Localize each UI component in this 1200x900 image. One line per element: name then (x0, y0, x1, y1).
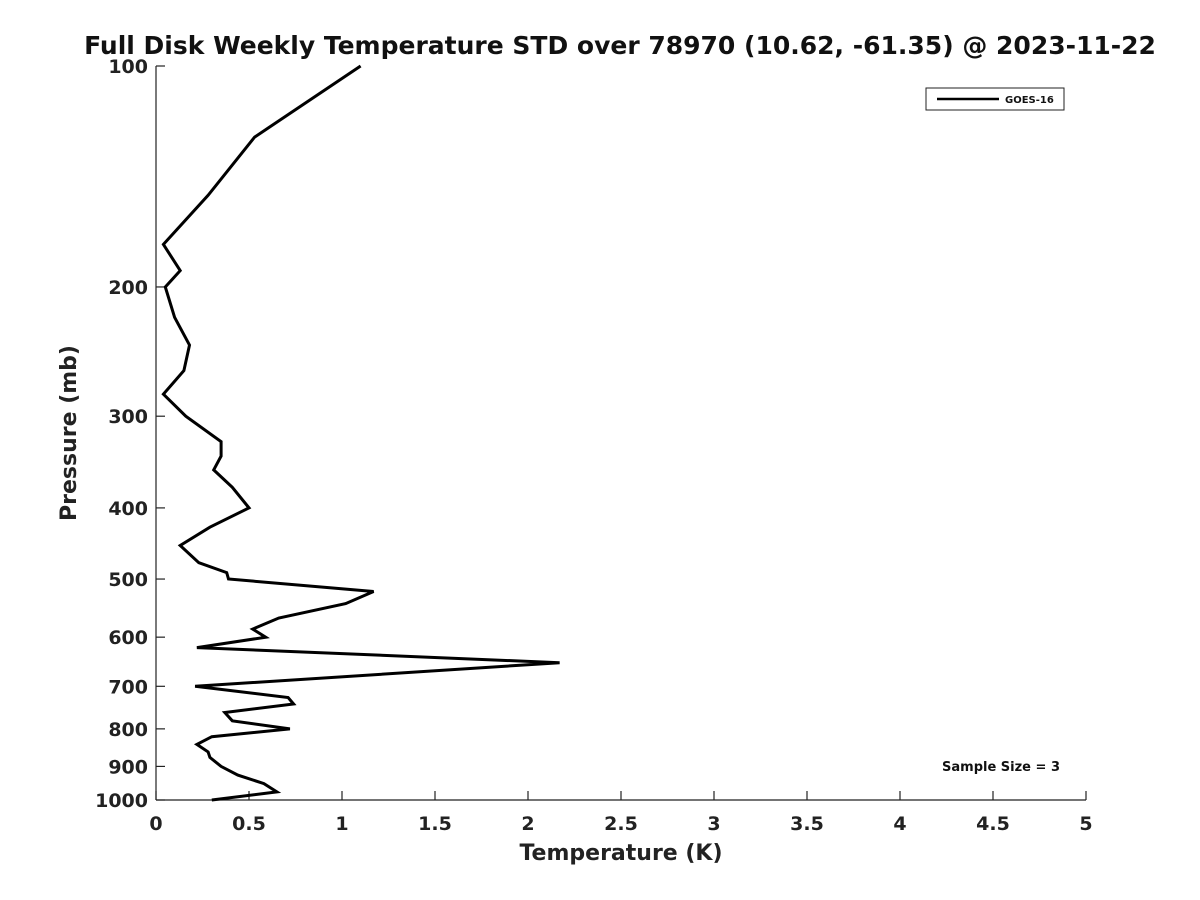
legend: GOES-16 (925, 87, 1065, 111)
y-tick-label: 100 (108, 56, 148, 78)
y-tick-label: 800 (108, 719, 148, 741)
x-tick-label: 5 (1079, 813, 1092, 835)
x-tick-label: 3 (707, 813, 720, 835)
x-tick-label: 4.5 (976, 813, 1010, 835)
x-tick-label: 1 (335, 813, 348, 835)
y-tick-label: 900 (108, 756, 148, 778)
y-tick-label: 500 (108, 569, 148, 591)
x-tick-label: 2 (521, 813, 534, 835)
y-ticks: 100 200 300 400 500 600 700 800 900 1000 (95, 56, 165, 812)
x-tick-label: 1.5 (418, 813, 452, 835)
x-tick-label: 0.5 (232, 813, 266, 835)
y-tick-label: 300 (108, 406, 148, 428)
x-tick-label: 4 (893, 813, 906, 835)
axes (155, 66, 1086, 801)
sample-size-annotation: Sample Size = 3 (942, 760, 1060, 775)
y-tick-label: 600 (108, 627, 148, 649)
x-axis-label: Temperature (K) (519, 841, 722, 866)
y-tick-label: 200 (108, 277, 148, 299)
x-tick-label: 2.5 (604, 813, 638, 835)
legend-label-goes-16: GOES-16 (1005, 95, 1054, 106)
y-tick-label: 1000 (95, 790, 148, 812)
x-ticks: 0 0.5 1 1.5 2 2.5 3 3.5 4 4.5 5 (149, 791, 1093, 835)
y-tick-label: 400 (108, 498, 148, 520)
x-tick-label: 0 (149, 813, 162, 835)
y-tick-label: 700 (108, 676, 148, 698)
y-axis-label: Pressure (mb) (57, 345, 82, 521)
series-group (161, 64, 560, 802)
chart-title: Full Disk Weekly Temperature STD over 78… (84, 31, 1156, 60)
x-tick-label: 3.5 (790, 813, 824, 835)
series-line-goes-16 (161, 64, 560, 802)
